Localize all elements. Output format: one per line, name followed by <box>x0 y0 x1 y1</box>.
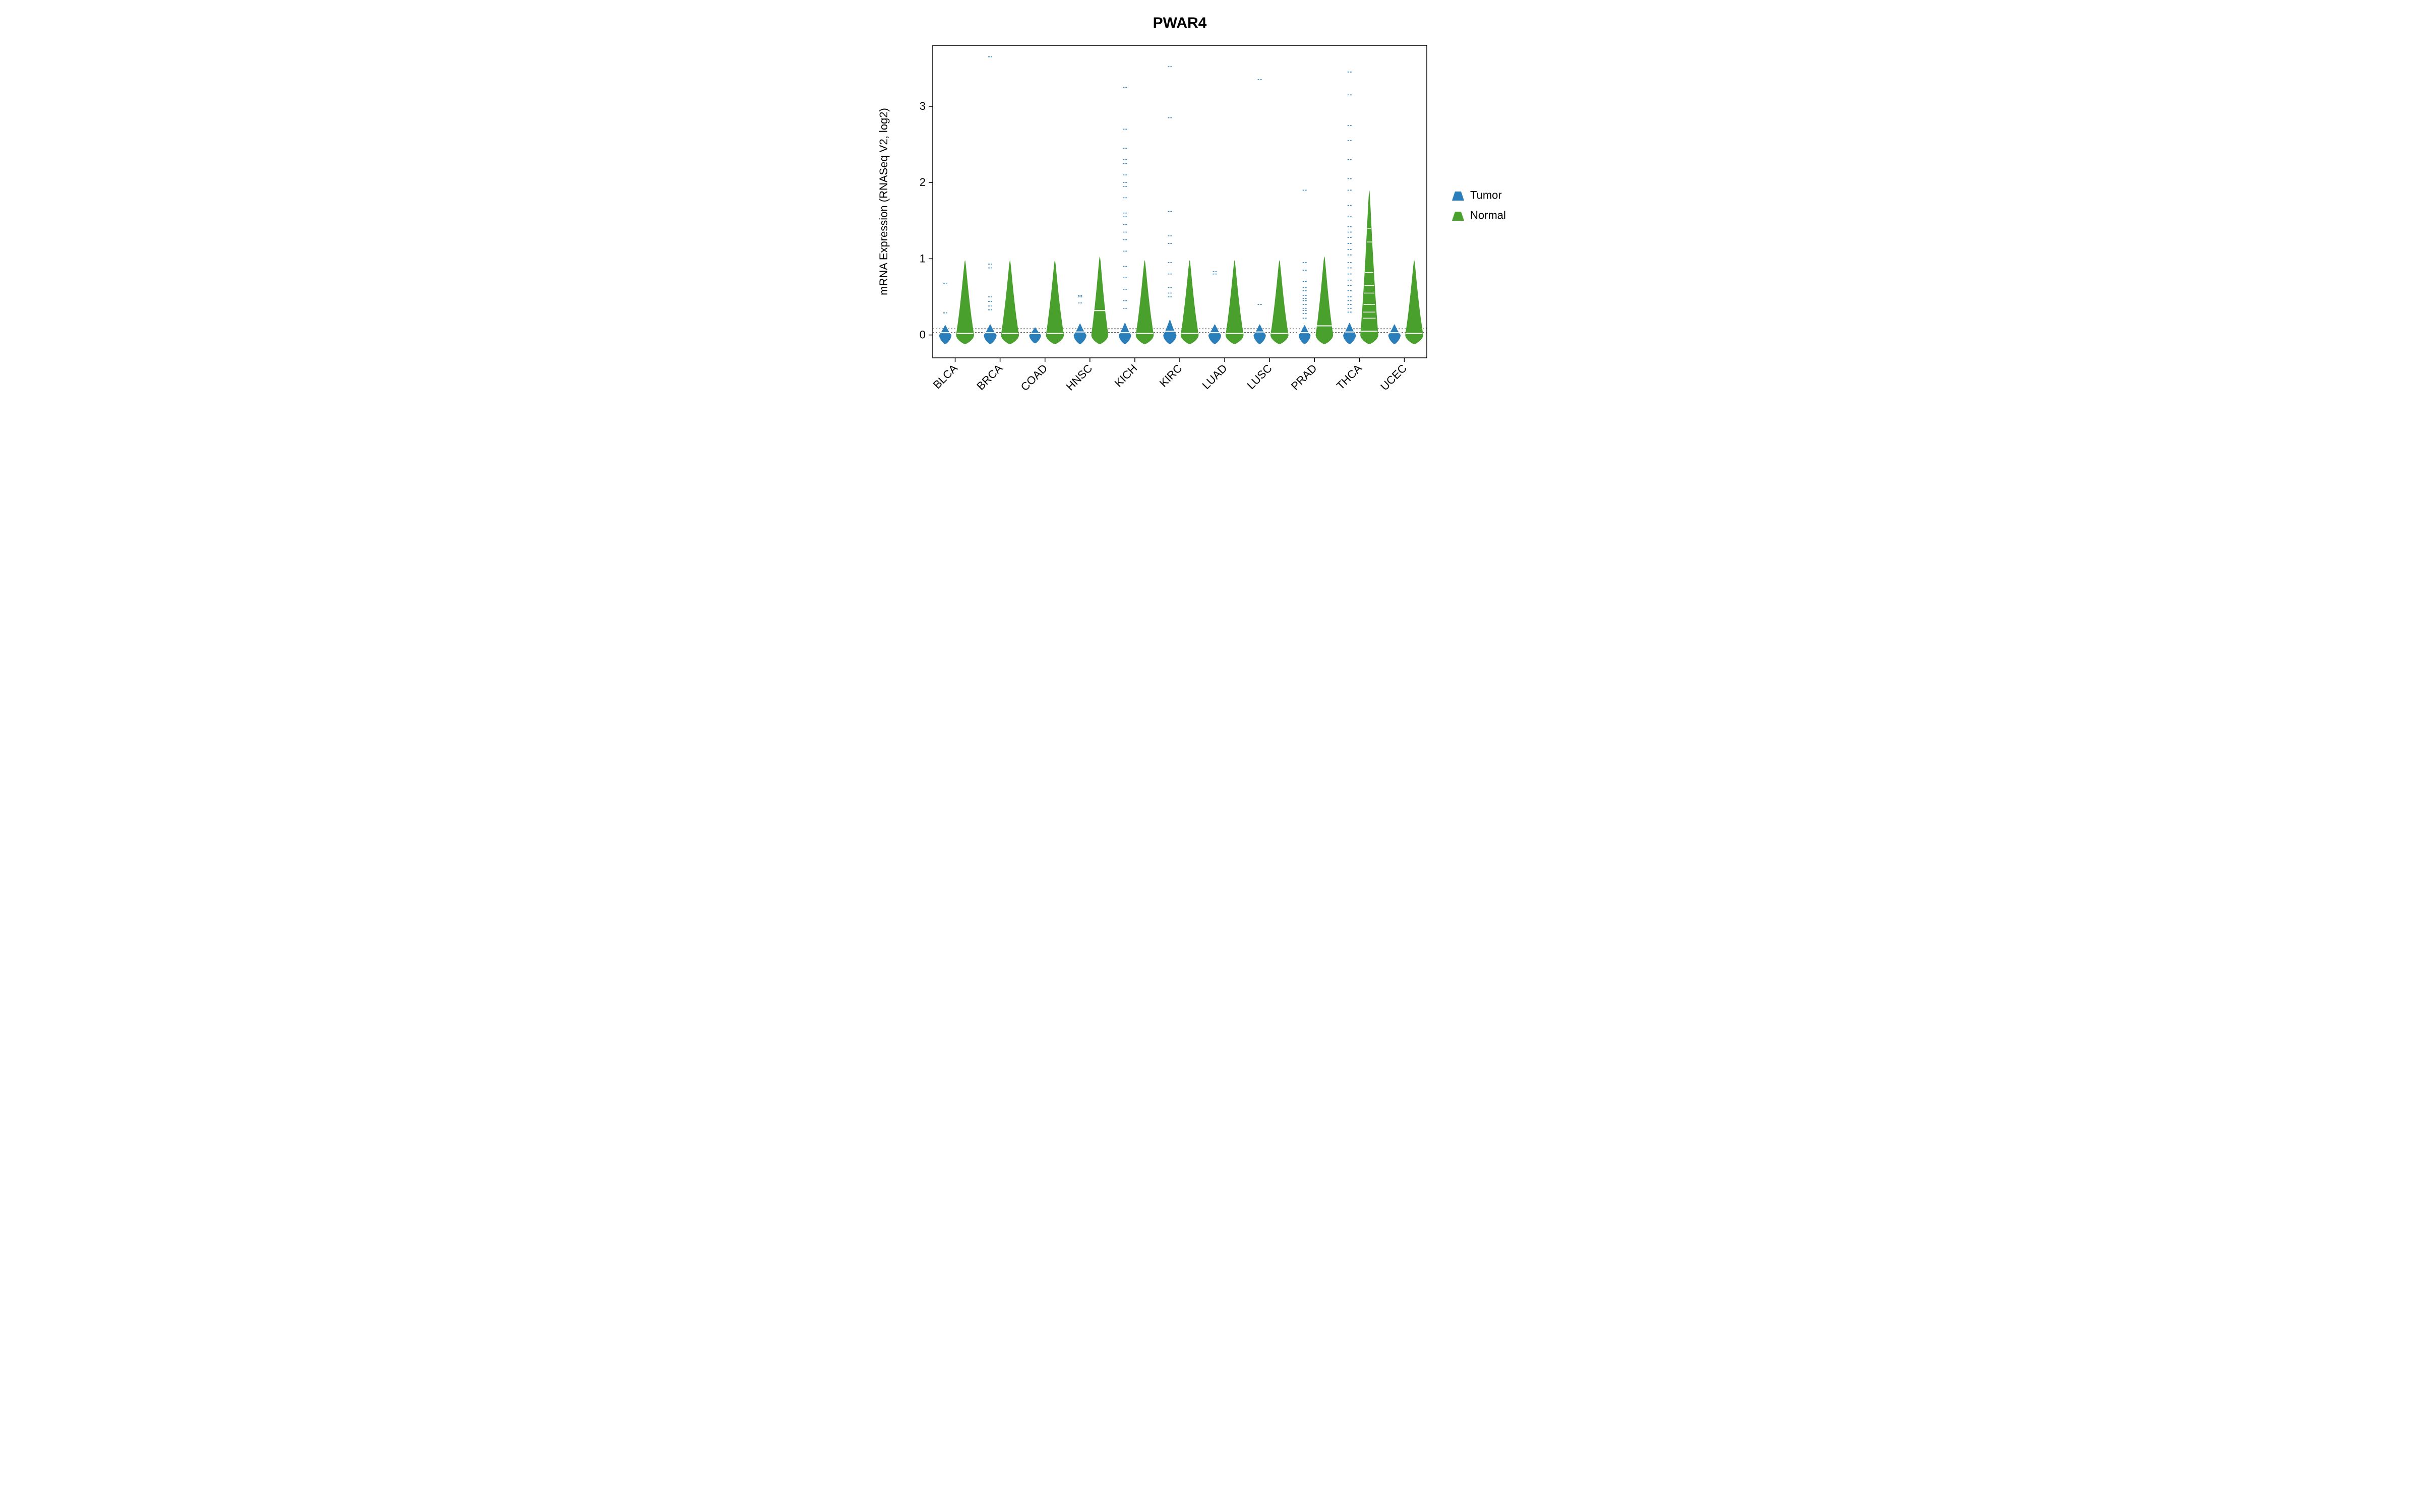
y-axis-label-svg: mRNA Expression (RNASeq V2, log2) <box>877 108 890 295</box>
ytick-label: 0 <box>920 329 926 341</box>
legend-label-normal-svg: Normal <box>1470 209 1506 221</box>
ytick-label: 2 <box>920 176 926 188</box>
ytick-label: 1 <box>920 252 926 265</box>
violin-chart: PWAR4 0 1 2 3 mRNA Expression (RNASeq V2, log… <box>857 0 1563 454</box>
ytick-label: 3 <box>920 100 926 112</box>
chart-container: PWAR4 0 1 2 3 mRNA Expression (RNASeq V2, log… <box>857 0 1563 454</box>
chart-title-svg: PWAR4 <box>1153 15 1207 31</box>
legend-label-tumor-svg: Tumor <box>1470 188 1502 201</box>
